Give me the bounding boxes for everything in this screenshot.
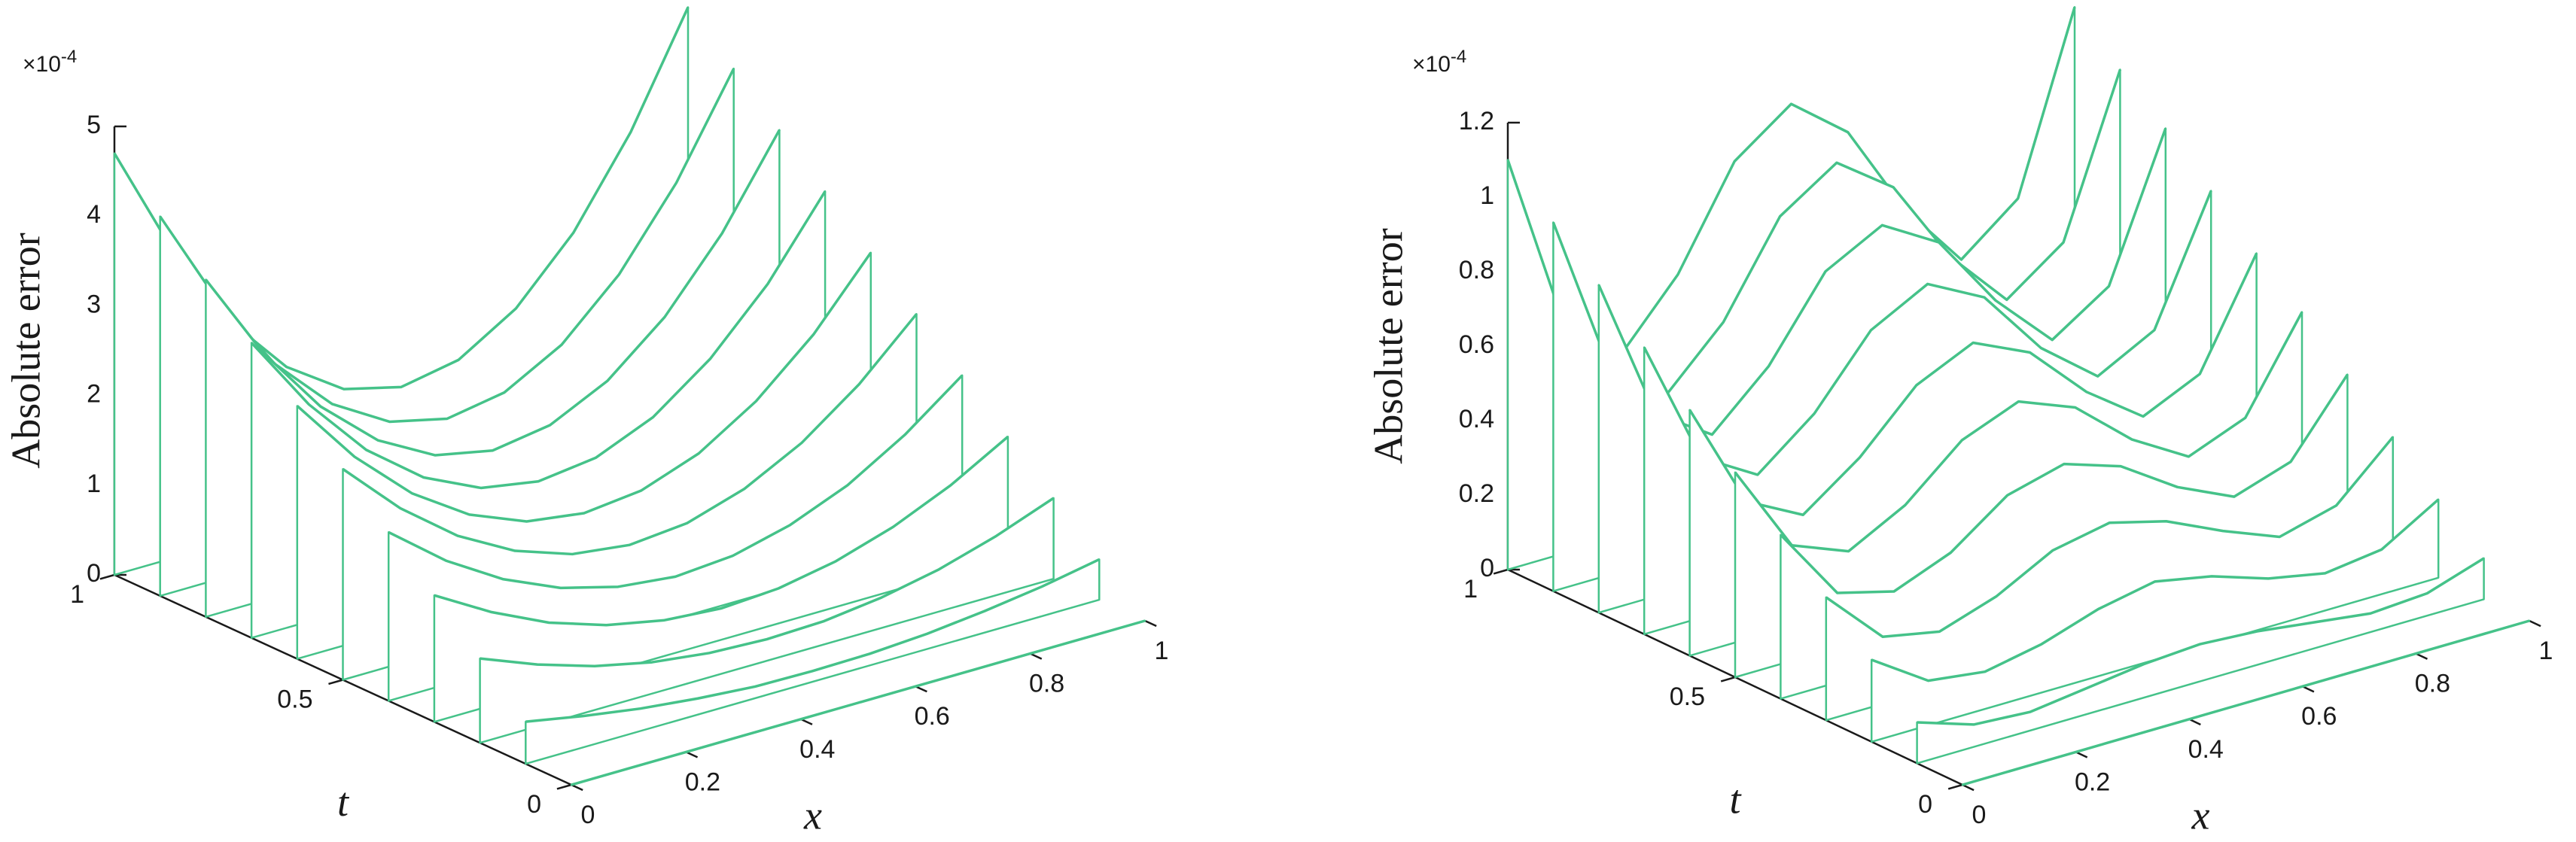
z-tick-label: 0: [87, 559, 101, 588]
y-tick-label: 0: [527, 790, 541, 819]
x-tick: [2188, 718, 2201, 726]
z-tick-label: 3: [87, 290, 101, 318]
x-axis-label: x: [803, 792, 822, 837]
waterfall-line: [205, 129, 781, 457]
x-tick: [2302, 685, 2315, 693]
y-tick-label: 0.5: [277, 685, 312, 713]
z-tick-label: 1: [87, 470, 101, 498]
waterfall-line: [1643, 190, 2212, 476]
y-tick: [1493, 568, 1509, 575]
y-tick: [1947, 783, 1963, 790]
z-axis-label: Absolute error: [3, 233, 48, 468]
waterfall-line: [571, 619, 1146, 786]
z-tick-label: 0.8: [1459, 256, 1494, 284]
y-tick: [1720, 676, 1736, 682]
z-scale: ×10-4: [23, 47, 77, 77]
x-tick: [2075, 751, 2088, 758]
x-tick-label: 0: [1972, 801, 1987, 829]
z-scale-exponent: -4: [1451, 47, 1466, 67]
x-tick-label: 0.6: [2301, 702, 2337, 731]
z-tick-label: 0.6: [1459, 330, 1494, 359]
z-tick-label: 1.2: [1459, 107, 1494, 135]
y-axis-label: t: [1729, 777, 1742, 822]
z-tick-label: 0.2: [1459, 479, 1494, 508]
waterfall-line: [434, 436, 1009, 627]
z-tick-label: 0: [1480, 554, 1494, 582]
y-tick: [556, 783, 572, 790]
waterfall-line: [1962, 619, 2530, 786]
x-tick-label: 0: [581, 801, 595, 829]
z-tick-label: 1: [1480, 181, 1494, 210]
x-tick: [1144, 619, 1157, 628]
waterfall-line: [1688, 252, 2258, 516]
x-tick: [1962, 783, 1975, 792]
x-tick: [685, 751, 699, 758]
x-tick: [915, 685, 927, 693]
z-axis-label: Absolute error: [1366, 228, 1411, 464]
x-tick-label: 0.8: [2415, 670, 2450, 698]
z-tick-label: 4: [87, 200, 101, 229]
x-tick-label: 0.2: [685, 768, 720, 796]
y-tick-label: 1: [1463, 575, 1478, 603]
waterfall-line: [342, 313, 918, 556]
x-tick: [2415, 652, 2428, 660]
x-tick-label: 1: [2539, 637, 2553, 665]
x-tick: [2529, 619, 2541, 628]
waterfall-line: [250, 190, 827, 490]
waterfall-line: [1734, 311, 2303, 553]
waterfall-line: [388, 374, 964, 590]
x-axis-label: x: [2191, 792, 2210, 837]
x-tick: [1030, 652, 1043, 660]
z-tick-label: 2: [87, 380, 101, 409]
waterfall-line: [296, 251, 872, 523]
x-tick-label: 0.8: [1029, 670, 1064, 698]
y-tick: [328, 679, 343, 685]
x-tick-label: 0.4: [2188, 735, 2224, 764]
z-scale-exponent: -4: [61, 47, 77, 67]
z-tick-label: 0.4: [1459, 405, 1494, 433]
waterfall-line: [1871, 498, 2440, 682]
y-axis-label: t: [337, 780, 350, 825]
x-tick: [800, 718, 813, 725]
y-tick: [99, 573, 115, 580]
x-tick-label: 0.4: [799, 735, 835, 764]
chart-panel: 00.20.40.60.8100.5100.20.40.60.811.2xtAb…: [1366, 6, 2553, 837]
waterfall-line: [1825, 436, 2395, 639]
z-scale-base: ×10: [23, 52, 61, 77]
waterfall-line: [1780, 373, 2349, 594]
x-tick-label: 1: [1155, 637, 1169, 665]
waterfall-line: [480, 497, 1055, 667]
waterfall-line: [1917, 557, 2485, 726]
y-tick-label: 1: [70, 580, 84, 609]
z-tick-label: 5: [87, 111, 101, 139]
x-tick: [571, 783, 583, 792]
x-tick-label: 0.2: [2075, 768, 2110, 796]
x-tick-label: 0.6: [915, 702, 950, 731]
y-tick-label: 0: [1918, 790, 1932, 819]
y-tick-label: 0.5: [1670, 682, 1705, 711]
z-scale: ×10-4: [1412, 47, 1466, 77]
z-scale-base: ×10: [1412, 52, 1451, 77]
waterfall-line: [525, 558, 1101, 723]
